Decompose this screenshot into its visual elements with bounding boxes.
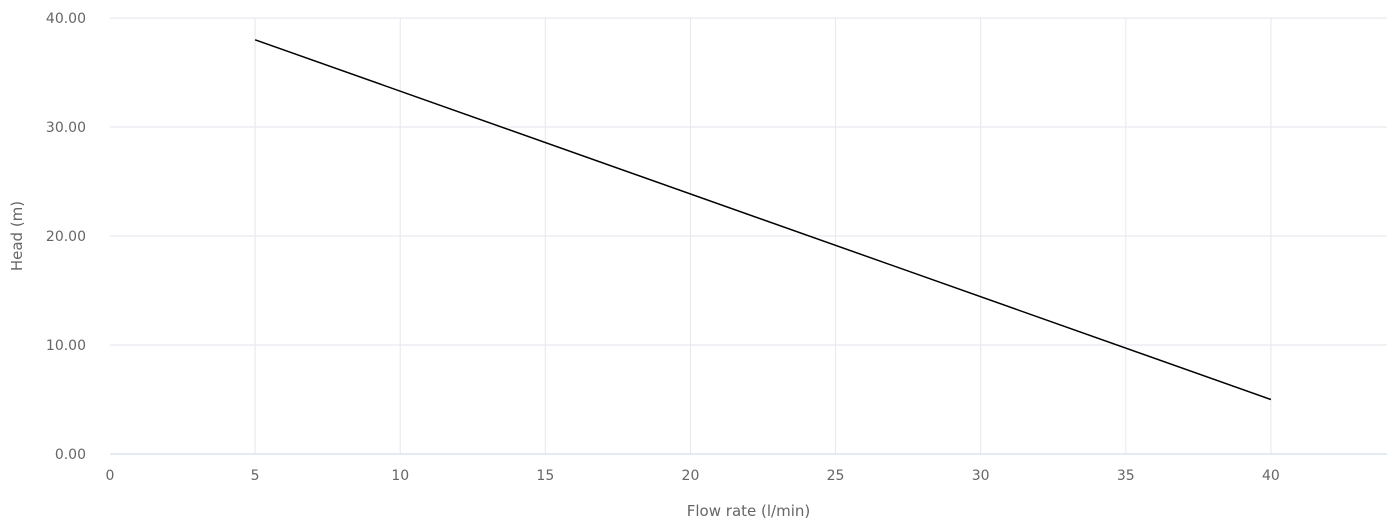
grid — [110, 17, 1387, 454]
x-axis-title: Flow rate (l/min) — [687, 502, 810, 520]
x-tick-label: 20 — [682, 468, 700, 484]
series-layer — [254, 39, 1272, 401]
x-tick-label: 15 — [536, 468, 554, 484]
y-tick-label: 0.00 — [55, 447, 86, 463]
y-tick-label: 10.00 — [46, 338, 86, 354]
x-tick-label: 0 — [106, 468, 115, 484]
y-tick-label: 20.00 — [46, 229, 86, 245]
y-tick-label: 40.00 — [46, 11, 86, 27]
x-tick-label: 25 — [827, 468, 845, 484]
y-axis-title: Head (m) — [8, 201, 26, 271]
x-tick-label: 35 — [1117, 468, 1135, 484]
x-tick-label: 40 — [1262, 468, 1280, 484]
x-tick-label: 10 — [391, 468, 409, 484]
x-tick-label: 5 — [251, 468, 260, 484]
y-tick-label: 30.00 — [46, 120, 86, 136]
series-line — [254, 39, 1272, 401]
x-tick-label: 30 — [972, 468, 990, 484]
tick-labels: 0 5 10 15 20 25 30 35 40 0.00 10.00 20.00 30.00 40.00 — [46, 11, 1280, 484]
